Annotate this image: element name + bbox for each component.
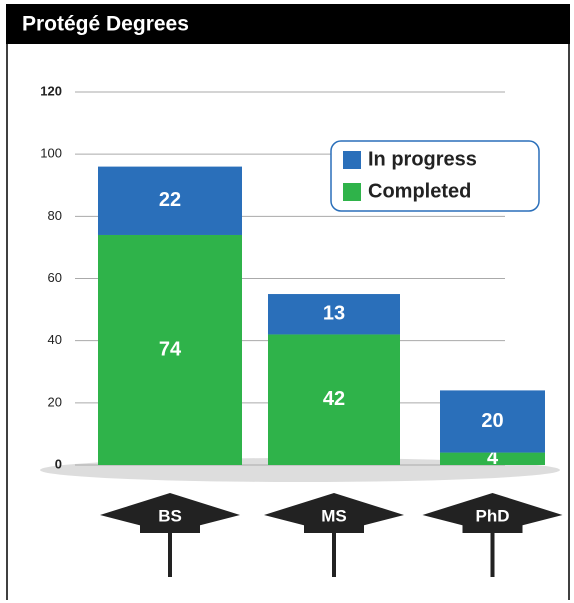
y-tick-label: 80 [48,208,62,223]
value-label: 74 [159,338,182,360]
y-tick-label: 40 [48,332,62,347]
x-tick-label: BS [158,506,182,525]
value-label: 22 [159,189,181,211]
x-tick-label: MS [321,506,347,525]
legend-label: Completed [368,180,471,202]
y-tick-label: 20 [48,394,62,409]
y-tick-label: 120 [40,83,62,98]
value-label: 20 [481,410,503,432]
value-label: 42 [323,388,345,410]
legend-swatch [343,183,361,201]
y-tick-label: 100 [40,146,62,161]
chart: Protégé Degrees 0 20 40 60 80 100 120 74 22 BS 42 1… [0,0,574,603]
x-tick-label: PhD [476,506,510,525]
value-label: 13 [323,303,345,325]
legend-label: In progress [368,148,477,170]
legend-swatch [343,151,361,169]
y-tick-label: 60 [48,270,62,285]
chart-title: Protégé Degrees [22,13,189,36]
y-tick-label: 0 [55,456,62,471]
